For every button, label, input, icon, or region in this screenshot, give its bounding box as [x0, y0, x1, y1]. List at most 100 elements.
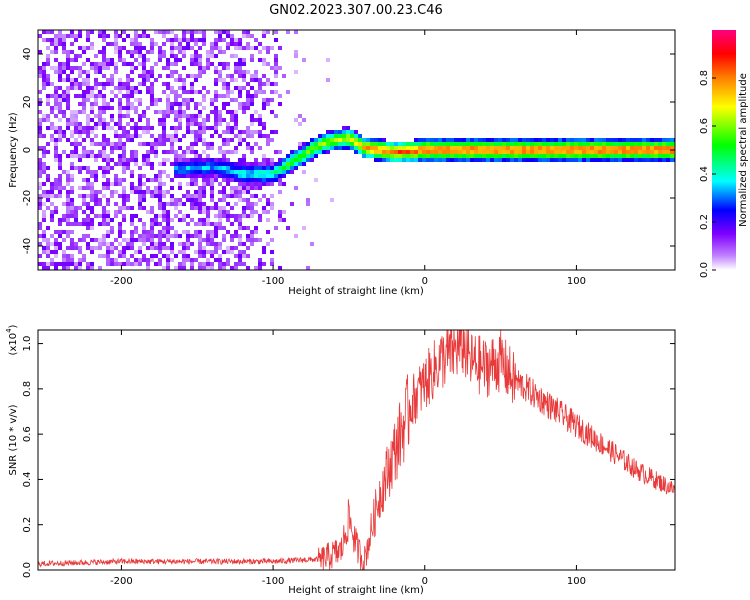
heatmap-cell	[518, 142, 522, 146]
heatmap-cell	[262, 98, 266, 102]
heatmap-cell	[70, 42, 74, 46]
heatmap-cell	[634, 158, 638, 162]
heatmap-cell	[86, 86, 90, 90]
heatmap-cell	[386, 150, 390, 154]
x-tick-label: 0	[422, 576, 428, 587]
heatmap-cell	[158, 134, 162, 138]
heatmap-cell	[238, 222, 242, 226]
heatmap-cell	[218, 174, 222, 178]
heatmap-cell	[54, 114, 58, 118]
heatmap-cell	[310, 154, 314, 158]
heatmap-cell	[166, 86, 170, 90]
heatmap-cell	[54, 50, 58, 54]
heatmap-cell	[78, 266, 82, 270]
heatmap-cell	[250, 170, 254, 174]
heatmap-cell	[270, 82, 274, 86]
heatmap-cell	[50, 42, 54, 46]
heatmap-cell	[210, 174, 214, 178]
heatmap-cell	[50, 250, 54, 254]
heatmap-cell	[598, 142, 602, 146]
heatmap-cell	[246, 126, 250, 130]
heatmap-cell	[398, 158, 402, 162]
heatmap-cell	[62, 98, 66, 102]
heatmap-cell	[158, 186, 162, 190]
heatmap-cell	[122, 170, 126, 174]
heatmap-cell	[374, 142, 378, 146]
heatmap-cell	[210, 266, 214, 270]
heatmap-cell	[442, 150, 446, 154]
heatmap-cell	[66, 254, 70, 258]
heatmap-cell	[54, 58, 58, 62]
heatmap-cell	[82, 78, 86, 82]
heatmap-cell	[334, 142, 338, 146]
heatmap-cell	[46, 266, 50, 270]
heatmap-cell	[398, 146, 402, 150]
heatmap-cell	[182, 134, 186, 138]
heatmap-cell	[114, 38, 118, 42]
heatmap-cell	[130, 182, 134, 186]
heatmap-cell	[70, 122, 74, 126]
heatmap-cell	[534, 154, 538, 158]
heatmap-cell	[178, 262, 182, 266]
heatmap-cell	[106, 246, 110, 250]
heatmap-cell	[618, 158, 622, 162]
heatmap-cell	[270, 206, 274, 210]
heatmap-cell	[206, 178, 210, 182]
heatmap-cell	[302, 142, 306, 146]
heatmap-cell	[46, 118, 50, 122]
heatmap-cell	[138, 238, 142, 242]
heatmap-cell	[198, 58, 202, 62]
heatmap-cell	[250, 46, 254, 50]
heatmap-cell	[66, 154, 70, 158]
heatmap-cell	[162, 134, 166, 138]
heatmap-cell	[222, 250, 226, 254]
heatmap-cell	[654, 146, 658, 150]
heatmap-cell	[214, 258, 218, 262]
heatmap-cell	[586, 138, 590, 142]
heatmap-cell	[426, 138, 430, 142]
heatmap-cell	[226, 110, 230, 114]
heatmap-cell	[622, 138, 626, 142]
heatmap-cell	[70, 130, 74, 134]
heatmap-cell	[98, 106, 102, 110]
heatmap-cell	[150, 194, 154, 198]
heatmap-cell	[58, 126, 62, 130]
heatmap-cell	[178, 202, 182, 206]
heatmap-cell	[194, 162, 198, 166]
heatmap-cell	[278, 158, 282, 162]
heatmap-cell	[186, 242, 190, 246]
heatmap-cell	[98, 202, 102, 206]
heatmap-cell	[210, 222, 214, 226]
heatmap-cell	[206, 54, 210, 58]
heatmap-cell	[190, 38, 194, 42]
heatmap-cell	[226, 74, 230, 78]
heatmap-cell	[138, 126, 142, 130]
heatmap-cell	[526, 138, 530, 142]
colorbar-tick-label: 0.8	[699, 70, 710, 86]
heatmap-cell	[50, 38, 54, 42]
heatmap-cell	[630, 138, 634, 142]
heatmap-cell	[218, 158, 222, 162]
heatmap-cell	[550, 158, 554, 162]
heatmap-cell	[586, 154, 590, 158]
heatmap-cell	[194, 90, 198, 94]
heatmap-cell	[190, 266, 194, 270]
heatmap-cell	[550, 150, 554, 154]
heatmap-cell	[186, 194, 190, 198]
heatmap-cell	[94, 98, 98, 102]
heatmap-cell	[90, 102, 94, 106]
heatmap-cell	[190, 150, 194, 154]
heatmap-cell	[398, 142, 402, 146]
heatmap-cell	[290, 202, 294, 206]
heatmap-cell	[194, 158, 198, 162]
heatmap-cell	[142, 78, 146, 82]
heatmap-cell	[130, 234, 134, 238]
heatmap-cell	[434, 150, 438, 154]
heatmap-cell	[282, 182, 286, 186]
heatmap-cell	[382, 158, 386, 162]
heatmap-cell	[246, 46, 250, 50]
heatmap-cell	[234, 122, 238, 126]
heatmap-cell	[38, 226, 42, 230]
heatmap-cell	[58, 94, 62, 98]
heatmap-cell	[530, 158, 534, 162]
